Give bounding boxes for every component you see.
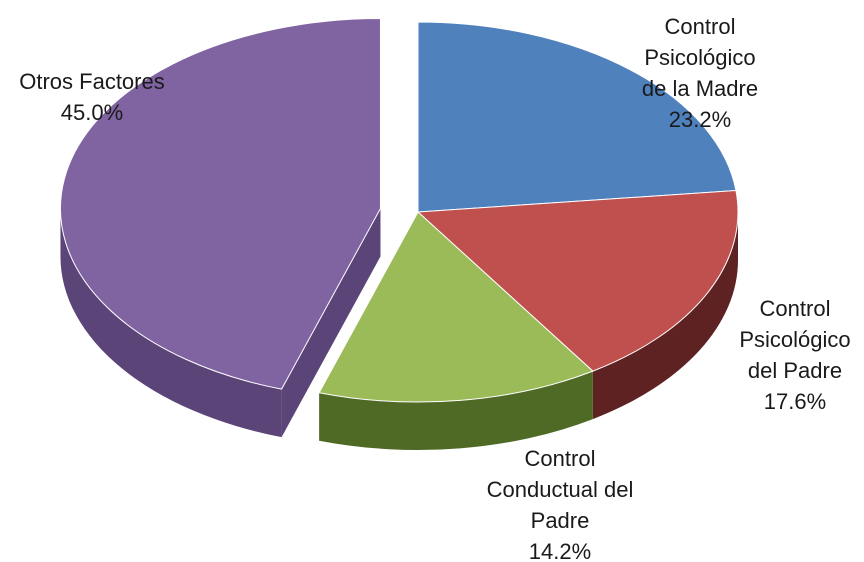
data-label-name-control-psicologico-del-padre: Psicológico xyxy=(739,327,850,352)
pie-side-control-conductual-del-padre xyxy=(319,371,593,451)
data-label-value-control-conductual-del-padre: 14.2% xyxy=(529,539,591,562)
data-label-value-control-psicologico-del-padre: 17.6% xyxy=(764,389,826,414)
pie-sides xyxy=(60,208,738,451)
data-label-name-control-psicologico-de-la-madre: Control xyxy=(665,14,736,39)
data-label-name-control-psicologico-de-la-madre: Psicológico xyxy=(644,45,755,70)
data-label-name-control-conductual-del-padre: Conductual del xyxy=(487,477,634,502)
data-label-control-psicologico-del-padre: Control Psicológico del Padre 17.6% xyxy=(739,296,850,414)
pie-slice-control-psicologico-del-padre xyxy=(416,190,739,372)
pie-slice-control-psicologico-de-la-madre xyxy=(417,21,737,213)
data-label-name-control-psicologico-del-padre: del Padre xyxy=(748,358,842,383)
data-label-value-otros-factores: 45.0% xyxy=(61,100,123,125)
pie-slice-otros-factores xyxy=(59,17,381,390)
data-label-name-control-conductual-del-padre: Padre xyxy=(531,508,590,533)
pie-tops xyxy=(59,17,739,403)
data-label-name-control-psicologico-de-la-madre: de la Madre xyxy=(642,76,758,101)
pie-side-otros-factores xyxy=(60,208,282,438)
data-label-name-control-psicologico-del-padre: Control xyxy=(760,296,831,321)
pie-slice-control-conductual-del-padre xyxy=(318,211,594,403)
data-label-name-control-conductual-del-padre: Control xyxy=(525,446,596,471)
data-label-otros-factores: Otros Factores 45.0% xyxy=(19,69,164,125)
data-label-name-otros-factores: Otros Factores xyxy=(19,69,164,94)
data-label-control-conductual-del-padre: Control Conductual del Padre 14.2% xyxy=(487,446,634,562)
data-label-value-control-psicologico-de-la-madre: 23.2% xyxy=(669,107,731,132)
pie-side-control-psicologico-del-padre xyxy=(592,212,738,420)
pie-cut-face-otros-factores-0 xyxy=(281,208,381,438)
data-label-control-psicologico-de-la-madre: Control Psicológico de la Madre 23.2% xyxy=(642,14,758,132)
